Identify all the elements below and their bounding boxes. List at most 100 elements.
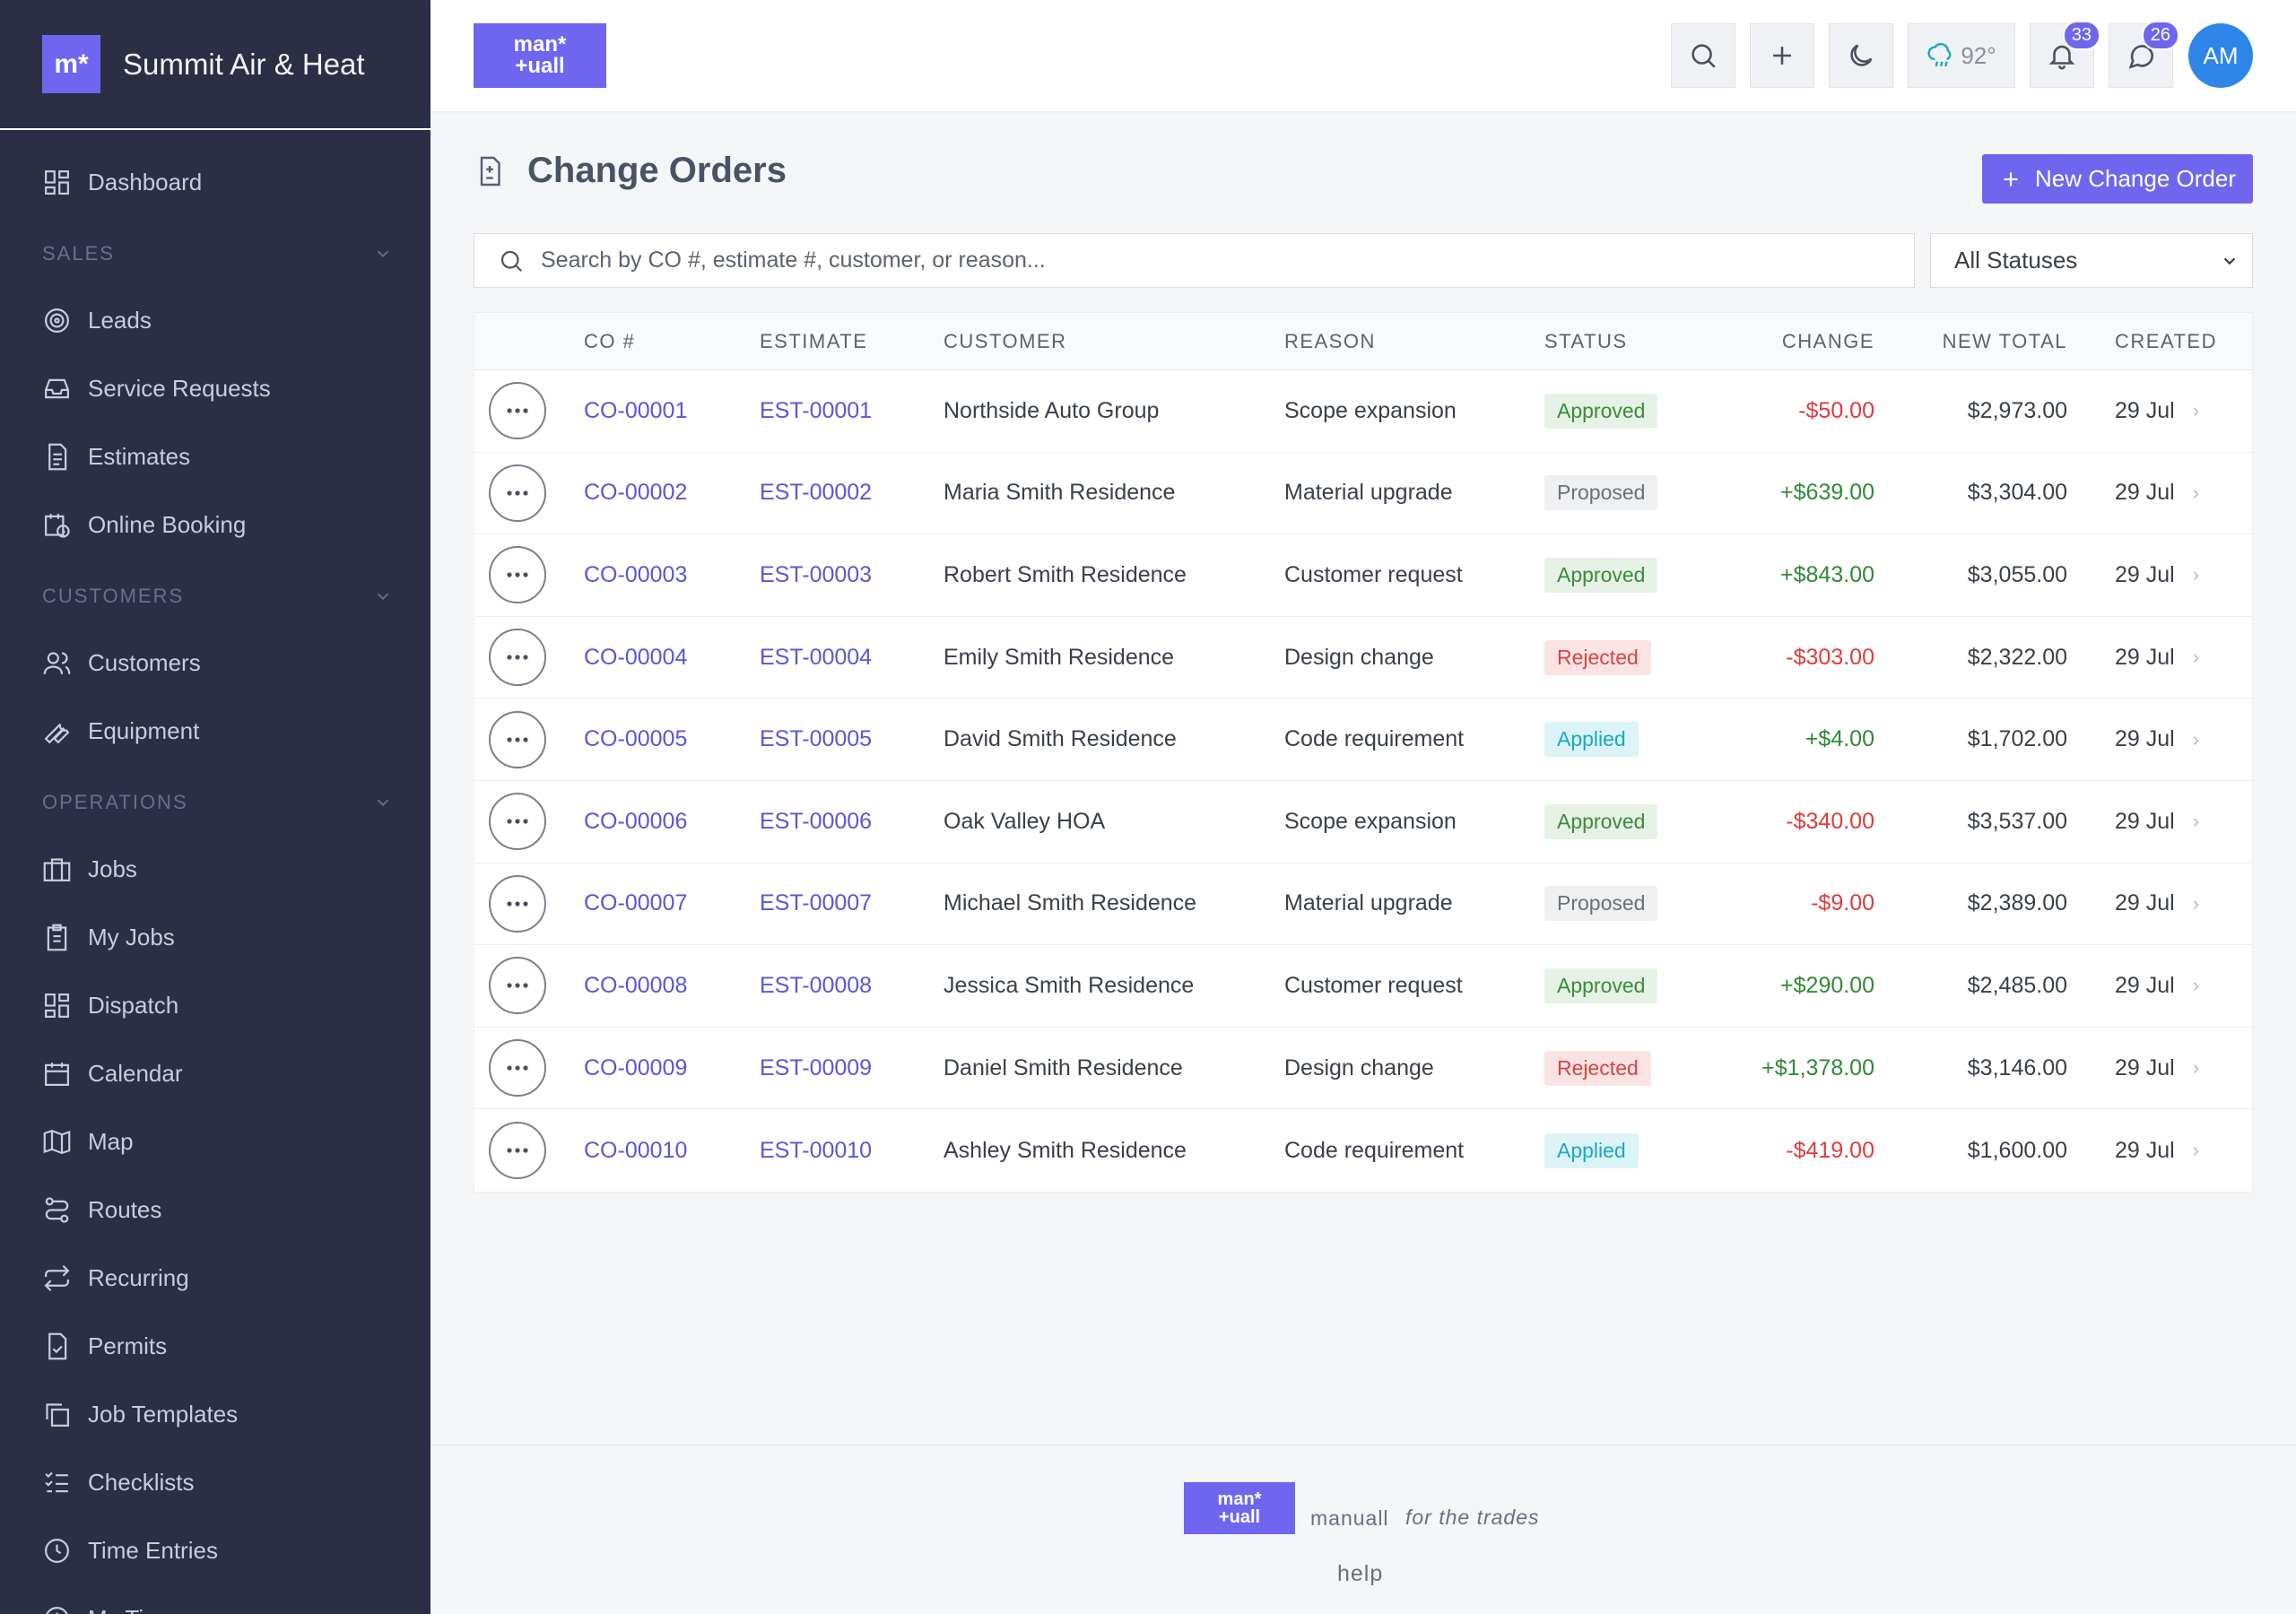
row-menu-button[interactable]	[489, 957, 546, 1015]
estimate-link[interactable]: EST-00010	[760, 1137, 873, 1163]
sidebar-item-service-requests[interactable]: Service Requests	[0, 354, 430, 422]
status-filter-select[interactable]: All Statuses	[1930, 233, 2253, 288]
co-number-link[interactable]: CO-00009	[584, 1054, 688, 1080]
estimate-link[interactable]: EST-00004	[760, 644, 873, 670]
table-row[interactable]: CO-00004 EST-00004 Emily Smith Residence De…	[474, 617, 2252, 699]
estimate-link[interactable]: EST-00006	[760, 808, 873, 834]
estimate-link[interactable]: EST-00001	[760, 397, 873, 423]
reason: Scope expansion	[1284, 397, 1457, 423]
chevron-right-icon: ›	[2192, 399, 2200, 422]
table-row[interactable]: CO-00005 EST-00005 David Smith Residence Co…	[474, 699, 2252, 781]
row-menu-button[interactable]	[489, 382, 546, 440]
sidebar-item-job-templates[interactable]: Job Templates	[0, 1380, 430, 1448]
reason: Code requirement	[1284, 1137, 1465, 1163]
sidebar-item-routes[interactable]: Routes	[0, 1176, 430, 1244]
co-number-link[interactable]: CO-00004	[584, 644, 688, 670]
header-reason[interactable]: REASON	[1284, 329, 1376, 352]
row-menu-button[interactable]	[489, 546, 546, 604]
header-new-total[interactable]: NEW TOTAL	[1942, 329, 2067, 352]
sidebar-item-time-entries[interactable]: Time Entries	[0, 1516, 430, 1584]
co-number-link[interactable]: CO-00003	[584, 561, 688, 587]
sidebar-item-my-time[interactable]: My Time	[0, 1584, 430, 1614]
sidebar-section-operations[interactable]: OPERATIONS	[0, 770, 430, 835]
app-logo[interactable]: man* +uall	[474, 23, 606, 88]
row-menu-button[interactable]	[489, 1122, 546, 1180]
created-cell: 29 Jul ›	[2067, 890, 2202, 916]
table-row[interactable]: CO-00009 EST-00009 Daniel Smith Residence D…	[474, 1028, 2252, 1110]
search-input[interactable]	[541, 247, 1886, 273]
sidebar-section-customers[interactable]: CUSTOMERS	[0, 564, 430, 629]
table-row[interactable]: CO-00001 EST-00001 Northside Auto Group Sco…	[474, 370, 2252, 453]
co-number-link[interactable]: CO-00006	[584, 808, 688, 834]
co-number-link[interactable]: CO-00007	[584, 890, 688, 916]
more-horizontal-icon	[507, 408, 528, 413]
estimate-link[interactable]: EST-00005	[760, 726, 873, 752]
footer-logo[interactable]: man* +uall	[1184, 1482, 1295, 1534]
logo-line: man*	[1217, 1489, 1262, 1509]
table-row[interactable]: CO-00008 EST-00008 Jessica Smith Residence…	[474, 945, 2252, 1028]
weather-widget[interactable]: 92°	[1908, 23, 2015, 88]
notifications-button[interactable]: 33	[2030, 21, 2100, 88]
sidebar-item-customers[interactable]: Customers	[0, 629, 430, 697]
messages-button[interactable]: 26	[2109, 21, 2179, 88]
sidebar-item-leads[interactable]: Leads	[0, 286, 430, 354]
estimate-link[interactable]: EST-00008	[760, 972, 873, 998]
row-menu-button[interactable]	[489, 629, 546, 687]
sidebar-item-permits[interactable]: Permits	[0, 1312, 430, 1380]
sidebar-item-estimates[interactable]: Estimates	[0, 422, 430, 490]
table-row[interactable]: CO-00002 EST-00002 Maria Smith Residence Ma…	[474, 453, 2252, 535]
header-co[interactable]: CO #	[584, 329, 636, 352]
table-row[interactable]: CO-00006 EST-00006 Oak Valley HOA Scope exp…	[474, 781, 2252, 863]
sidebar-item-equipment[interactable]: Equipment	[0, 697, 430, 765]
sidebar-section-sales[interactable]: SALES	[0, 221, 430, 286]
co-number-link[interactable]: CO-00010	[584, 1137, 688, 1163]
table-row[interactable]: CO-00010 EST-00010 Ashley Smith Residence C…	[474, 1109, 2252, 1192]
sidebar-item-map[interactable]: Map	[0, 1107, 430, 1176]
table-body: CO-00001 EST-00001 Northside Auto Group Sco…	[474, 370, 2252, 1192]
sidebar-item-recurring[interactable]: Recurring	[0, 1244, 430, 1312]
co-number-link[interactable]: CO-00002	[584, 480, 688, 506]
estimate-link[interactable]: EST-00007	[760, 890, 873, 916]
help-link[interactable]: help	[1337, 1561, 1384, 1586]
estimate-link[interactable]: EST-00002	[760, 480, 873, 506]
chevron-down-icon	[377, 593, 389, 601]
reason: Scope expansion	[1284, 808, 1457, 834]
row-menu-button[interactable]	[489, 793, 546, 851]
new-total: $3,055.00	[1967, 561, 2067, 587]
created-date: 29 Jul	[2115, 972, 2175, 998]
row-menu-button[interactable]	[489, 1039, 546, 1098]
sidebar-item-calendar[interactable]: Calendar	[0, 1039, 430, 1107]
sidebar-item-dashboard[interactable]: Dashboard	[0, 148, 430, 216]
change-amount: +$639.00	[1780, 480, 1874, 506]
header-created[interactable]: CREATED	[2115, 329, 2217, 352]
footer-tagline: for the trades	[1405, 1506, 1540, 1529]
table-row[interactable]: CO-00003 EST-00003 Robert Smith Residence C…	[474, 534, 2252, 617]
new-change-order-button[interactable]: New Change Order	[1982, 154, 2253, 204]
row-menu-button[interactable]	[489, 710, 546, 768]
sidebar-item-label: Leads	[88, 306, 152, 334]
sidebar-item-online-booking[interactable]: Online Booking	[0, 490, 430, 559]
estimate-link[interactable]: EST-00003	[760, 561, 873, 587]
add-button[interactable]	[1750, 23, 1814, 88]
header-change[interactable]: CHANGE	[1781, 329, 1874, 352]
estimate-link[interactable]: EST-00009	[760, 1054, 873, 1080]
header-customer[interactable]: CUSTOMER	[944, 329, 1067, 352]
sidebar-item-jobs[interactable]: Jobs	[0, 835, 430, 903]
co-number-link[interactable]: CO-00008	[584, 972, 688, 998]
more-horizontal-icon	[507, 1065, 528, 1071]
table-row[interactable]: CO-00007 EST-00007 Michael Smith Residence…	[474, 863, 2252, 946]
brand[interactable]: m* Summit Air & Heat	[0, 0, 430, 130]
sidebar-item-checklists[interactable]: Checklists	[0, 1448, 430, 1516]
row-menu-button[interactable]	[489, 874, 546, 933]
row-menu-button[interactable]	[489, 464, 546, 522]
created-cell: 29 Jul ›	[2067, 645, 2202, 671]
header-status[interactable]: STATUS	[1544, 329, 1628, 352]
sidebar-item-dispatch[interactable]: Dispatch	[0, 971, 430, 1039]
sidebar-item-my-jobs[interactable]: My Jobs	[0, 903, 430, 971]
co-number-link[interactable]: CO-00001	[584, 397, 688, 423]
avatar[interactable]: AM	[2188, 23, 2253, 88]
co-number-link[interactable]: CO-00005	[584, 726, 688, 752]
dark-mode-toggle[interactable]	[1829, 23, 1893, 88]
search-button[interactable]	[1671, 23, 1735, 88]
header-estimate[interactable]: ESTIMATE	[760, 329, 868, 352]
